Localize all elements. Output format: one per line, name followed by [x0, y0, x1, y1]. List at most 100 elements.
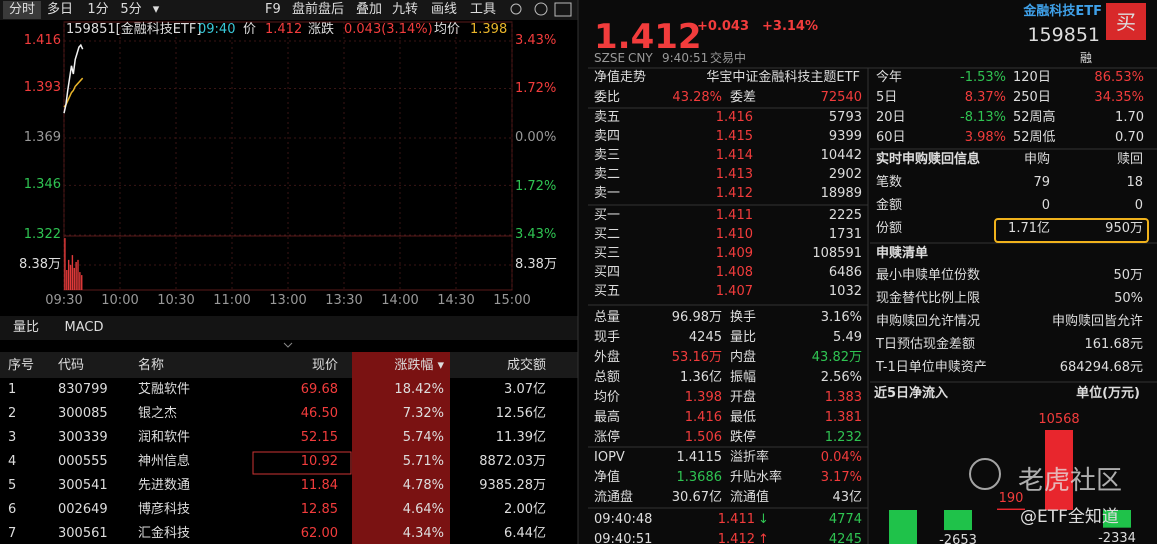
- stat-label: 量比: [730, 330, 757, 345]
- stat-label: 净值: [594, 470, 621, 485]
- column-header[interactable]: 代码: [58, 358, 85, 373]
- trade-time: 09:40:51: [594, 532, 653, 544]
- volume-bar: [67, 259, 70, 290]
- table-cell: 银之杰: [138, 406, 178, 421]
- book-level: 买三: [594, 246, 621, 261]
- active-tab: [3, 1, 41, 19]
- tab[interactable]: ▾: [152, 2, 160, 17]
- table-cell: 11.39亿: [495, 430, 546, 445]
- stat-label: 最低: [730, 410, 757, 425]
- tool-button[interactable]: 画线: [431, 2, 458, 17]
- book-volume: 9399: [828, 129, 862, 144]
- book-level: 买二: [594, 227, 621, 242]
- row-label: T-1日单位申赎资产: [876, 360, 987, 375]
- period-return: 1.70: [1115, 110, 1144, 125]
- help-icon[interactable]: [534, 2, 548, 16]
- y-tick-label: 1.346: [23, 177, 61, 193]
- quote-field: 159851[金融科技ETF]: [66, 22, 202, 37]
- tab[interactable]: 5分: [120, 2, 142, 17]
- book-price: 1.411: [715, 208, 753, 223]
- trade-volume: 4774: [828, 512, 862, 527]
- column-header[interactable]: 序号: [8, 358, 35, 373]
- table-cell: 1: [8, 382, 17, 397]
- status-field: 交易中: [710, 51, 747, 65]
- tool-button[interactable]: F9: [265, 2, 281, 17]
- stat-value: 3.16%: [820, 310, 862, 325]
- settings-icon[interactable]: [510, 3, 522, 15]
- column-header[interactable]: 成交额: [506, 358, 546, 373]
- volume-tick-label: 8.38万: [515, 256, 557, 272]
- stat-label: 振幅: [730, 370, 757, 385]
- tool-button[interactable]: 九转: [392, 2, 419, 17]
- tool-button[interactable]: 盘前盘后: [292, 2, 345, 17]
- volume-bar: [79, 272, 81, 290]
- table-cell: 先进数通: [138, 478, 191, 493]
- book-volume: 1032: [828, 284, 862, 299]
- buy-button[interactable]: 买: [1116, 10, 1136, 34]
- margin-badge: 融: [1079, 51, 1092, 65]
- fund-name: 金融科技ETF: [1023, 4, 1102, 19]
- table-cell: 2.00亿: [504, 502, 546, 517]
- quote-field: 价: [243, 22, 257, 37]
- row-value: 18: [1126, 175, 1143, 190]
- y2-tick-label: 3.43%: [515, 33, 557, 49]
- tab[interactable]: 1分: [87, 2, 109, 17]
- book-price: 1.409: [715, 246, 753, 261]
- value: 72540: [820, 90, 862, 105]
- window-icon[interactable]: [554, 2, 572, 17]
- label[interactable]: 净值走势: [594, 70, 647, 85]
- stat-label: 流通盘: [594, 490, 634, 505]
- quote-field: 09:40: [198, 22, 236, 37]
- table-cell: 12.85: [300, 502, 338, 517]
- tab[interactable]: MACD: [64, 320, 104, 335]
- period-label: 60日: [876, 130, 906, 145]
- trade-volume: 4245: [828, 532, 862, 544]
- x-tick-label: 10:00: [101, 293, 139, 308]
- column-header[interactable]: 涨跌幅 ▾: [394, 358, 444, 373]
- stat-value: 1.381: [824, 410, 862, 425]
- section-title: 申赎清单: [876, 246, 929, 261]
- tab[interactable]: 多日: [46, 2, 74, 17]
- book-level: 卖五: [594, 110, 621, 125]
- left-panel: [0, 0, 578, 544]
- table-cell: 5.71%: [402, 454, 444, 469]
- tool-button[interactable]: 工具: [470, 2, 497, 17]
- book-level: 卖一: [594, 186, 621, 201]
- table-cell: 000555: [58, 454, 108, 469]
- inflow-label: -2334: [1098, 530, 1136, 544]
- column-header[interactable]: 现价: [311, 358, 338, 373]
- table-cell: 4.64%: [402, 502, 444, 517]
- stat-label: 跌停: [730, 430, 757, 445]
- y2-tick-label: 0.00%: [515, 129, 557, 145]
- tab[interactable]: 量比: [12, 320, 40, 335]
- x-tick-label: 14:00: [381, 293, 419, 308]
- x-tick-label: 11:00: [213, 293, 251, 308]
- x-tick-label: 10:30: [157, 293, 195, 308]
- status-field: CNY: [628, 51, 653, 65]
- column-header[interactable]: 名称: [138, 358, 165, 373]
- stat-value: 1.506: [684, 430, 722, 445]
- period-label: 5日: [876, 90, 898, 105]
- book-volume: 5793: [828, 110, 862, 125]
- buy-button-bg: [1106, 3, 1146, 40]
- tab[interactable]: 分时: [8, 2, 36, 17]
- fund-code: 159851: [1027, 24, 1100, 46]
- book-level: 卖二: [594, 167, 621, 182]
- table-cell: 5.74%: [402, 430, 444, 445]
- y2-tick-label: 1.72%: [515, 81, 557, 97]
- period-label: 20日: [876, 110, 906, 125]
- table-cell: 艾融软件: [138, 382, 191, 397]
- watermark-logo: [969, 458, 1001, 490]
- tool-button[interactable]: 叠加: [356, 2, 383, 17]
- row-label: T日预估现金差额: [876, 337, 975, 352]
- stat-value: 4245: [688, 330, 722, 345]
- book-volume: 108591: [812, 246, 862, 261]
- row-value: 50%: [1114, 291, 1143, 306]
- volume-tick-label: 8.38万: [19, 256, 61, 272]
- table-cell: 2: [8, 406, 17, 421]
- column-header: 赎回: [1116, 152, 1143, 167]
- stat-value: 1.232: [824, 430, 862, 445]
- book-level: 买五: [594, 284, 621, 299]
- highlight-box: [994, 218, 1149, 243]
